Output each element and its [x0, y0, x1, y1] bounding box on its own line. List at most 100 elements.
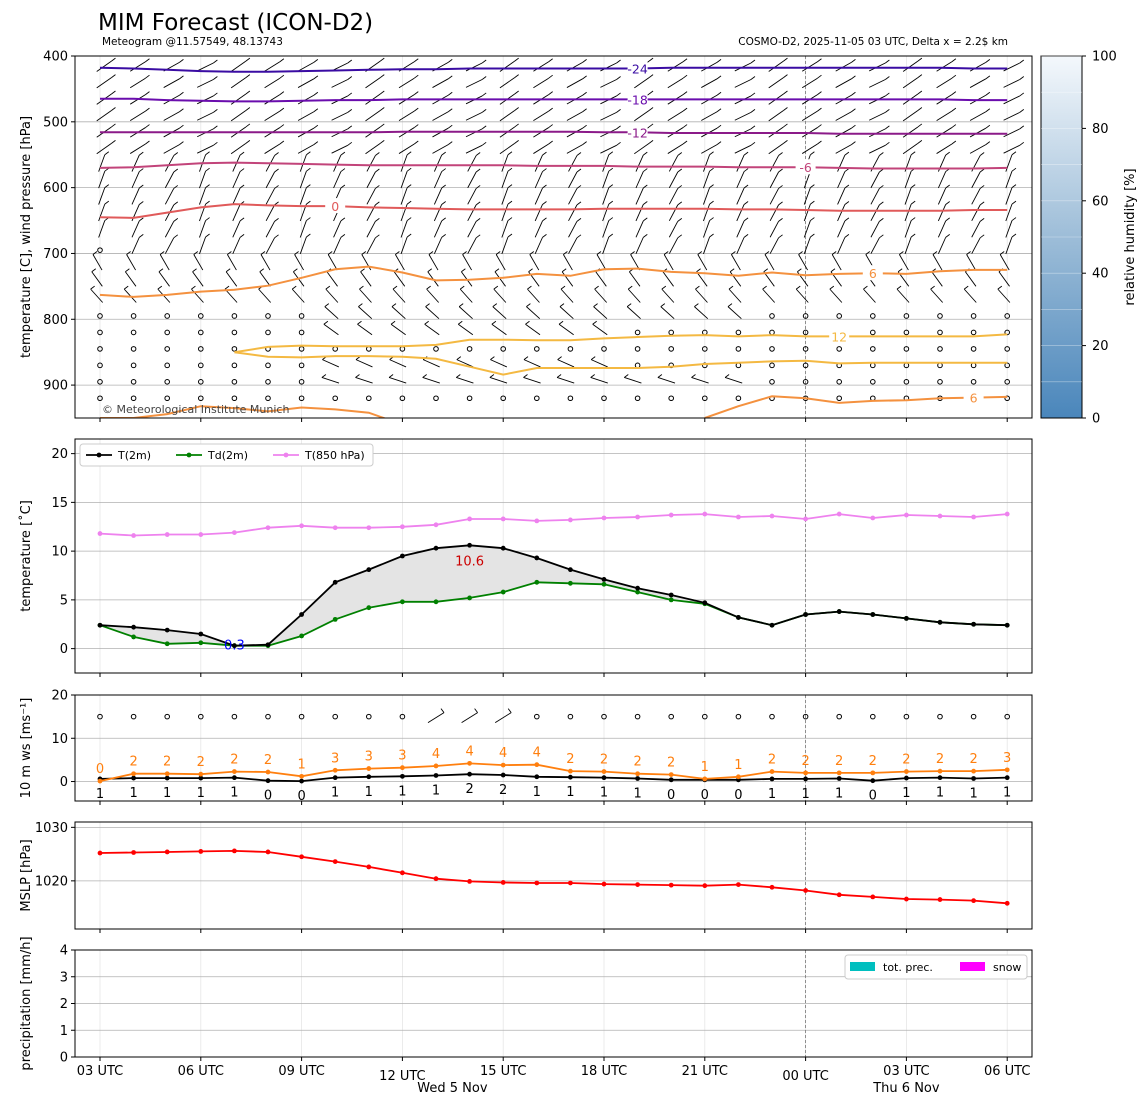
wind-barb: [568, 155, 578, 172]
wind-barb-flag: [422, 374, 427, 378]
data-point: [769, 622, 775, 628]
y-tick-label: 20: [51, 447, 68, 462]
wind-barb-flag: [750, 109, 756, 113]
wind-barb-flag: [682, 107, 688, 112]
wind-barb: [501, 236, 509, 255]
wind-barb-flag: [525, 320, 530, 325]
wind-barb-flag: [844, 217, 850, 222]
data-point: [131, 634, 137, 640]
data-point: [400, 553, 405, 559]
wind-barb-flag: [375, 152, 380, 156]
wind-barb: [602, 236, 610, 255]
y-axis-label: MSLP [hPa]: [19, 839, 34, 911]
data-point: [164, 771, 170, 777]
mean-wind-label: 1: [969, 787, 977, 802]
wind-barb: [703, 154, 711, 172]
wind-barb: [936, 110, 953, 122]
panel-border: [74, 949, 1033, 1058]
wind-barb: [556, 377, 575, 384]
wind-barb-flag: [750, 92, 756, 97]
wind-barb-flag: [145, 140, 150, 145]
wind-barb: [736, 237, 745, 255]
data-point: [500, 880, 506, 885]
data-point: [769, 513, 775, 519]
wind-barb-flag: [729, 268, 735, 273]
wind-barb-flag: [697, 251, 703, 255]
wind-barb: [501, 171, 509, 189]
wind-barb: [259, 271, 271, 287]
wind-barb-flag: [173, 152, 179, 156]
wind-barb: [493, 288, 507, 303]
wind-barb-flag: [764, 251, 770, 255]
wind-barb-flag: [321, 374, 327, 378]
wind-barb-flag: [306, 233, 311, 238]
wind-barb: [937, 204, 947, 222]
wind-barb: [696, 271, 708, 287]
wind-barb: [896, 288, 910, 303]
wind-barb: [801, 143, 818, 154]
wind-barb: [998, 271, 1010, 287]
wind-barb-flag: [493, 285, 499, 290]
data-point: [568, 580, 573, 586]
wind-barb-flag: [542, 151, 547, 156]
calm-wind-marker: [802, 379, 809, 385]
wind-barb: [736, 154, 745, 172]
legend-label: T(850 hPa): [304, 449, 365, 462]
wind-barb: [971, 188, 981, 205]
data-point: [870, 778, 876, 784]
wind-barb: [634, 77, 650, 89]
x-tick-label: 15 UTC: [480, 1064, 526, 1079]
mean-wind-label: 2: [499, 783, 507, 798]
wind-barb: [96, 77, 112, 89]
wind-barb-flag: [173, 185, 179, 189]
wind-barb: [333, 171, 342, 189]
wind-barb-flag: [260, 251, 266, 255]
subtitle-model: COSMO-D2, 2025-11-05 03 UTC, Delta x = 2…: [738, 36, 1008, 48]
wind-barb: [1003, 62, 1020, 72]
wind-barb-flag: [716, 91, 722, 96]
data-point: [400, 765, 405, 771]
calm-wind-marker: [198, 362, 204, 369]
mean-wind-label: 1: [96, 787, 104, 802]
wind-barb: [899, 254, 909, 271]
wind-barb: [734, 79, 752, 88]
wind-barb-flag: [347, 92, 353, 97]
wind-barb-flag: [213, 109, 218, 113]
calm-wind-marker: [466, 395, 473, 402]
wind-barb: [264, 110, 281, 122]
wind-barb-flag: [527, 285, 532, 290]
calm-wind-marker: [970, 379, 977, 385]
wind-barb: [456, 359, 474, 368]
data-point: [635, 589, 640, 595]
data-point: [198, 849, 204, 854]
wind-barb-flag: [139, 151, 144, 156]
wind-barb-flag: [379, 107, 385, 111]
wind-barb: [602, 171, 610, 189]
wind-barb-flag: [347, 109, 353, 113]
gust-label: 2: [633, 755, 641, 770]
wind-barb-flag: [590, 356, 596, 361]
wind-barb-flag: [582, 124, 587, 129]
wind-barb-flag: [548, 107, 553, 112]
wind-barb: [736, 204, 745, 222]
wind-barb: [971, 221, 981, 238]
wind-barb: [393, 271, 406, 287]
wind-barb-flag: [441, 184, 446, 189]
wind-barb-flag: [576, 217, 582, 222]
wind-barb-flag: [885, 141, 890, 146]
wind-barb-flag: [810, 217, 815, 221]
calm-wind-marker: [97, 713, 103, 720]
mean-wind-label: 1: [835, 787, 843, 802]
wind-barb-flag: [844, 201, 850, 205]
wind-barb: [265, 171, 275, 189]
calm-wind-marker: [298, 313, 305, 319]
wind-barb: [224, 288, 238, 303]
legend-label: tot. prec.: [883, 961, 933, 974]
panel-border: [74, 55, 1033, 419]
calm-wind-marker: [298, 395, 305, 402]
wind-barb-flag: [379, 90, 385, 95]
calm-wind-marker: [198, 313, 204, 319]
wind-barb: [400, 236, 408, 255]
wind-barb-flag: [778, 168, 783, 173]
wind-barb-flag: [709, 200, 714, 205]
